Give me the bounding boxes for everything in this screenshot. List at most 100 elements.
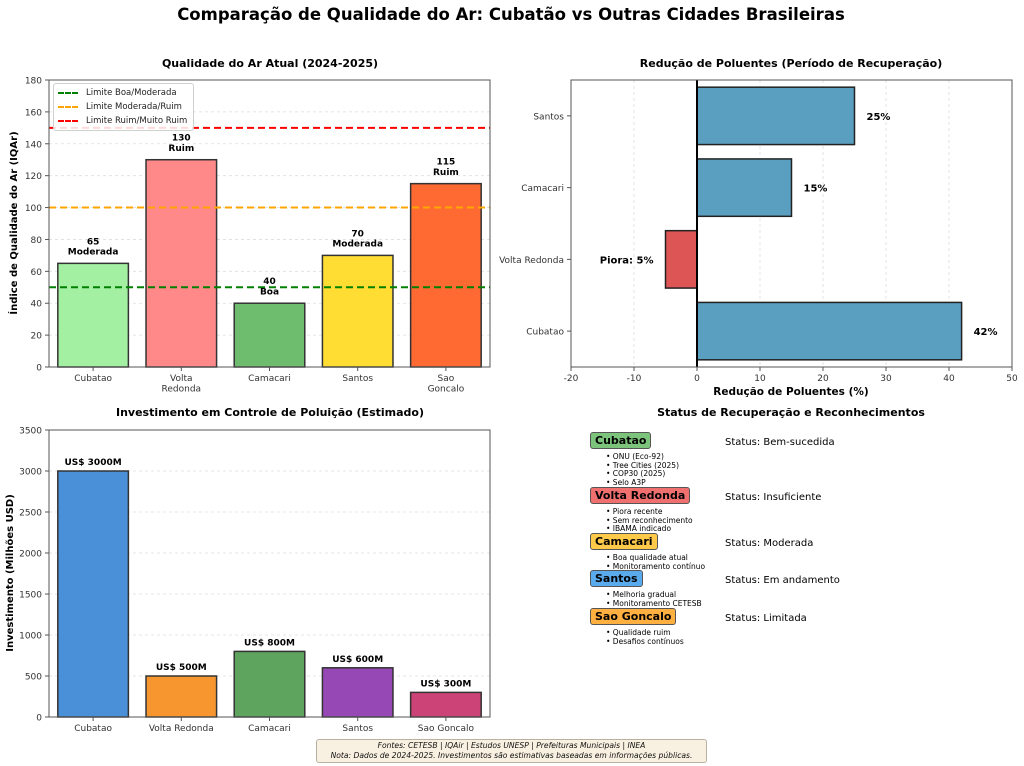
city-bullets: • Melhoria gradual • Monitoramento CETES… [606, 590, 702, 608]
city-badge: Sao Goncalo [590, 608, 677, 625]
city-badge: Santos [590, 570, 643, 587]
bar-value-label: US$ 500M [156, 663, 207, 673]
bullet-item: • Melhoria gradual [606, 590, 677, 599]
x-tick-label: Camacari [248, 374, 291, 384]
legend-swatch-red [58, 120, 78, 122]
bar-sao-goncalo [409, 182, 482, 368]
x-tick-label: Santos [342, 724, 373, 734]
bar-value-label: US$ 800M [244, 638, 295, 648]
bar-camacari [233, 302, 306, 368]
y-tick-label: 180 [25, 77, 42, 87]
legend-item-boa-moderada: Limite Boa/Moderada [58, 86, 187, 100]
bar-value-label: US$ 3000M [64, 458, 121, 468]
y-tick-label: 1500 [19, 591, 42, 601]
x-tick-label: Volta Redonda [149, 724, 214, 734]
legend-item-ruim-muito-ruim: Limite Ruim/Muito Ruim [58, 114, 187, 128]
chart2-frame [570, 79, 1013, 368]
bar-value-label: 65 Moderada [68, 237, 119, 257]
chart3-title: Investimento em Controle de Poluição (Es… [116, 406, 424, 419]
bar-santos [321, 667, 394, 718]
y-tick-label: 40 [31, 300, 43, 310]
legend-label: Limite Ruim/Muito Ruim [86, 116, 188, 126]
bullet-item: • Qualidade ruim [606, 628, 671, 637]
bar-cubatao [57, 470, 130, 718]
bullet-item: • Boa qualidade atual [606, 553, 688, 562]
bar-value-label: 40 Boa [260, 277, 279, 297]
bullet-item: • ONU (Eco-92) [606, 452, 664, 461]
y-tick-label: 3000 [19, 468, 42, 478]
x-tick-label: Santos [342, 374, 373, 384]
legend-swatch-green [58, 92, 78, 94]
bar-cubatao [57, 262, 130, 368]
chart1-title: Qualidade do Ar Atual (2024-2025) [162, 57, 378, 70]
x-tick-label: 10 [754, 374, 766, 384]
chart2-xlabel: Redução de Poluentes (%) [713, 386, 868, 398]
bullet-item: • Piora recente [606, 507, 663, 516]
bullet-item: • Tree Cities (2025) [606, 460, 680, 470]
city-status: Status: Bem-sucedida [725, 437, 835, 448]
x-tick-label: Sao Goncalo [418, 724, 475, 734]
bar-cubatao [696, 301, 963, 361]
bar-value-label: 15% [804, 184, 828, 195]
x-tick-label: 20 [817, 374, 829, 384]
y-tick-label: Santos [533, 112, 564, 122]
x-tick-label: -10 [627, 374, 642, 384]
y-tick-label: 100 [25, 204, 42, 214]
x-tick-label: Cubatao [74, 374, 112, 384]
city-status: Status: Insuficiente [725, 492, 822, 503]
sources-footnote: Fontes: CETESB | IQAir | Estudos UNESP |… [316, 739, 707, 763]
bullet-item: • Monitoramento CETESB [606, 598, 702, 608]
x-tick-label: Cubatao [74, 724, 112, 734]
bar-volta-redonda [145, 675, 218, 718]
bar-value-label: 70 Moderada [332, 229, 383, 249]
city-status: Status: Em andamento [725, 575, 840, 586]
footnote-sources: Fontes: CETESB | IQAir | Estudos UNESP |… [377, 741, 646, 750]
x-tick-label: Volta Redonda [162, 374, 202, 394]
x-tick-label: -20 [564, 374, 579, 384]
city-bullets: • Piora recente • Sem reconhecimento • I… [606, 507, 693, 534]
y-tick-label: 0 [36, 714, 42, 724]
city-bullets: • Qualidade ruim • Desafios contínuos [606, 628, 684, 646]
city-bullets: • Boa qualidade atual • Monitoramento co… [606, 553, 706, 571]
y-tick-label: 160 [25, 108, 42, 118]
city-badge: Cubatao [590, 432, 652, 449]
bar-value-label: Piora: 5% [600, 255, 654, 266]
bar-camacari [233, 650, 306, 718]
bar-value-label: 115 Ruim [433, 158, 459, 178]
legend-label: Limite Moderada/Ruim [86, 102, 182, 112]
bullet-item: • Selo A3P [606, 477, 646, 487]
y-tick-label: 3500 [19, 427, 42, 437]
bullet-item: • IBAMA indicado [606, 524, 672, 534]
chart3-ylabel: Investimento (Milhões USD) [5, 494, 16, 652]
bar-value-label: US$ 600M [332, 655, 383, 665]
legend-swatch-orange [58, 106, 78, 108]
chart2-title: Redução de Poluentes (Período de Recuper… [640, 57, 942, 70]
bar-value-label: 130 Ruim [168, 134, 194, 154]
bar-santos [321, 254, 394, 368]
y-tick-label: Cubatao [526, 328, 564, 338]
bar-value-label: 25% [867, 112, 891, 123]
bullet-item: • Desafios contínuos [606, 636, 684, 646]
status-panel-title: Status de Recuperação e Reconhecimentos [657, 406, 925, 419]
bar-volta-redonda [664, 229, 698, 289]
x-tick-label: 30 [880, 374, 892, 384]
chart1-legend: Limite Boa/Moderada Limite Moderada/Ruim… [53, 83, 195, 131]
legend-item-moderada-ruim: Limite Moderada/Ruim [58, 100, 187, 114]
y-tick-label: 140 [25, 140, 42, 150]
city-status: Status: Moderada [725, 538, 814, 549]
x-tick-label: Camacari [248, 724, 291, 734]
y-tick-label: 1000 [19, 632, 42, 642]
footnote-note: Nota: Dados de 2024-2025. Investimentos … [330, 751, 693, 760]
bar-value-label: 42% [974, 327, 998, 338]
x-tick-label: Sao Goncalo [428, 374, 465, 394]
bar-sao-goncalo [409, 691, 482, 718]
y-tick-label: Volta Redonda [499, 256, 564, 266]
y-tick-label: 60 [31, 268, 43, 278]
bar-volta-redonda [145, 158, 218, 368]
city-badge: Volta Redonda [590, 487, 691, 504]
y-tick-label: 80 [31, 236, 43, 246]
y-tick-label: 500 [25, 673, 42, 683]
bullet-item: • Monitoramento contínuo [606, 561, 706, 571]
figure-title: Comparação de Qualidade do Ar: Cubatão v… [177, 5, 845, 24]
